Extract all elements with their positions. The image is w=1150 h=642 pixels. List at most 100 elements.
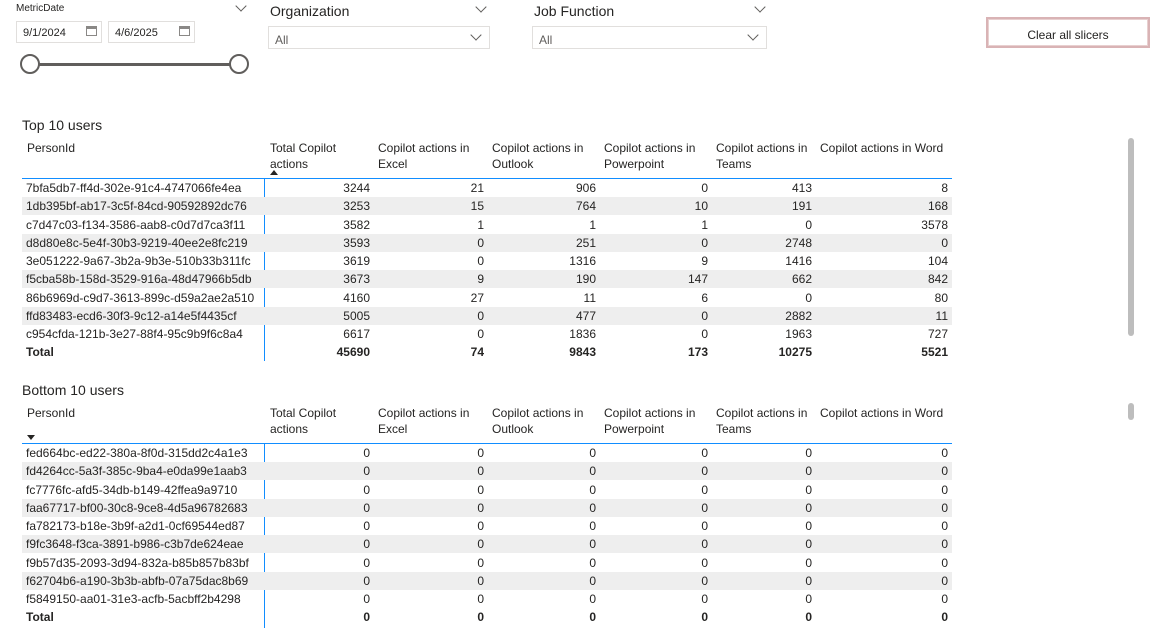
date-range-end-handle[interactable] <box>229 54 249 74</box>
organization-dropdown[interactable]: All <box>268 26 490 49</box>
cell-total-copilot-actions: 6617 <box>343 327 370 341</box>
cell-teams: 0 <box>805 500 812 515</box>
cell-outlook: 11 <box>583 290 596 305</box>
date-range-start-handle[interactable] <box>20 54 40 74</box>
cell-word: 0 <box>941 592 948 606</box>
column-header-powerpoint[interactable]: Copilot actions in Powerpoint <box>604 141 696 171</box>
total-powerpoint: 0 <box>701 610 708 625</box>
table-row[interactable]: f9fc3648-f3ca-3891-b986-c3b7de624eae 0 0 0 0… <box>22 535 952 554</box>
table-row[interactable]: 86b6969d-c9d7-3613-899c-d59a2ae2a510 4160… <box>22 289 952 307</box>
organization-slicer-title: Organization <box>270 3 350 19</box>
total-word: 0 <box>941 610 948 625</box>
column-header-excel[interactable]: Copilot actions in Excel <box>378 406 470 436</box>
sort-ascending-icon[interactable] <box>270 170 278 175</box>
job-function-dropdown[interactable]: All <box>532 26 767 49</box>
table-row[interactable]: f5cba58b-158d-3529-916a-48d47966b5db 3673… <box>22 270 952 289</box>
chevron-down-icon[interactable] <box>747 29 759 41</box>
total-excel: 74 <box>470 345 484 360</box>
cell-word: 0 <box>941 446 948 460</box>
column-header-outlook[interactable]: Copilot actions in Outlook <box>492 141 584 171</box>
cell-powerpoint: 0 <box>701 592 708 606</box>
table-row[interactable]: fa782173-b18e-3b9f-a2d1-0cf69544ed87 0 0 0 0… <box>22 517 952 535</box>
cell-total-copilot-actions: 0 <box>363 573 370 588</box>
cell-personid: 86b6969d-c9d7-3613-899c-d59a2ae2a510 <box>26 290 255 305</box>
column-header-word[interactable]: Copilot actions in Word <box>820 406 944 420</box>
metricdate-chevron-down-icon[interactable] <box>235 0 247 12</box>
table-row[interactable]: ffd83483-ecd6-30f3-9c12-a14e5f4435cf 5005… <box>22 306 952 325</box>
calendar-icon[interactable] <box>179 26 190 36</box>
cell-total-copilot-actions: 3619 <box>343 254 370 268</box>
cell-word: 104 <box>927 254 948 268</box>
cell-total-copilot-actions: 3582 <box>343 217 370 232</box>
table-row[interactable]: fc7776fc-afd5-34db-b149-42ffea9a9710 0 0 0 0… <box>22 481 952 499</box>
table-row[interactable]: f9b57d35-2093-3d94-832a-b85b857b83bf 0 0 0 0… <box>22 554 952 572</box>
cell-outlook: 906 <box>575 181 596 195</box>
cell-personid: fa782173-b18e-3b9f-a2d1-0cf69544ed87 <box>26 519 245 533</box>
cell-word: 11 <box>935 308 948 323</box>
top-table-scrollbar[interactable] <box>1128 138 1134 336</box>
table-row[interactable]: fed664bc-ed22-380a-8f0d-315dd2c4a1e3 0 0 0 0… <box>22 444 952 462</box>
calendar-icon[interactable] <box>86 26 97 36</box>
cell-teams: 2882 <box>785 308 812 323</box>
cell-powerpoint: 6 <box>701 290 708 305</box>
job-function-header-chevron-icon[interactable] <box>754 1 766 13</box>
column-header-word[interactable]: Copilot actions in Word <box>820 141 944 155</box>
end-date-input[interactable]: 4/6/2025 <box>108 21 195 43</box>
column-header-powerpoint[interactable]: Copilot actions in Powerpoint <box>604 406 696 436</box>
cell-teams: 662 <box>791 272 812 287</box>
cell-powerpoint: 0 <box>701 181 708 195</box>
cell-personid: fed664bc-ed22-380a-8f0d-315dd2c4a1e3 <box>26 446 248 460</box>
chevron-down-icon[interactable] <box>470 29 482 41</box>
cell-excel: 0 <box>477 254 484 268</box>
cell-outlook: 0 <box>589 592 596 606</box>
column-header-personid[interactable]: PersonId <box>27 141 76 155</box>
cell-excel: 0 <box>477 500 484 515</box>
table-row[interactable]: f5849150-aa01-31e3-acfb-5acbff2b4298 0 0 0 0… <box>22 590 952 608</box>
table-row[interactable]: faa67717-bf00-30c8-9ce8-4d5a96782683 0 0 0 0… <box>22 498 952 517</box>
total-teams: 0 <box>805 610 812 625</box>
table-row[interactable]: d8d80e8c-5e4f-30b3-9219-40ee2e8fc219 3593… <box>22 233 952 252</box>
organization-header-chevron-icon[interactable] <box>475 1 487 13</box>
total-row: Total 45690 74 9843 173 10275 5521 <box>22 343 952 361</box>
cell-excel: 9 <box>477 272 484 287</box>
table-row[interactable]: 7bfa5db7-ff4d-302e-91c4-4747066fe4ea 3244… <box>22 179 952 197</box>
cell-excel: 1 <box>477 217 484 232</box>
cell-teams: 0 <box>805 555 812 570</box>
column-header-teams[interactable]: Copilot actions in Teams <box>716 406 808 436</box>
table-row[interactable]: c7d47c03-f134-3586-aab8-c0d7d7ca3f11 3582… <box>22 216 952 234</box>
column-header-outlook[interactable]: Copilot actions in Outlook <box>492 406 584 436</box>
table-row[interactable]: f62704b6-a190-3b3b-abfb-07a75dac8b69 0 0 0 0… <box>22 571 952 590</box>
cell-teams: 2748 <box>785 235 812 250</box>
cell-word: 0 <box>941 555 948 570</box>
column-header-total-copilot-actions[interactable]: Total Copilot actions <box>270 406 337 436</box>
cell-outlook: 0 <box>589 464 596 479</box>
table-row[interactable]: 1db395bf-ab17-3c5f-84cd-90592892dc76 3253… <box>22 197 952 216</box>
date-range-slider-track[interactable] <box>30 63 240 66</box>
table-row[interactable]: 3e051222-9a67-3b2a-9b3e-510b33b311fc 3619… <box>22 252 952 270</box>
table-row[interactable]: fd4264cc-5a3f-385c-9ba4-e0da99e1aab3 0 0 0 0… <box>22 462 952 481</box>
clear-all-slicers-button[interactable]: Clear all slicers <box>986 17 1150 48</box>
bottom-table-title: Bottom 10 users <box>22 382 124 398</box>
cell-personid: f9fc3648-f3ca-3891-b986-c3b7de624eae <box>26 537 244 552</box>
column-header-total-copilot-actions[interactable]: Total Copilot actions <box>270 141 337 171</box>
cell-total-copilot-actions: 0 <box>363 500 370 515</box>
cell-outlook: 0 <box>589 519 596 533</box>
cell-personid: fd4264cc-5a3f-385c-9ba4-e0da99e1aab3 <box>26 464 247 479</box>
total-teams: 10275 <box>778 345 812 360</box>
end-date-value: 4/6/2025 <box>115 27 158 39</box>
table-row[interactable]: c954cfda-121b-3e27-88f4-95c9b9f6c8a4 6617… <box>22 325 952 343</box>
cell-total-copilot-actions: 4160 <box>343 290 370 305</box>
cell-excel: 0 <box>477 464 484 479</box>
cell-personid: fc7776fc-afd5-34db-b149-42ffea9a9710 <box>26 482 238 497</box>
sort-descending-icon[interactable] <box>27 435 35 440</box>
column-header-teams[interactable]: Copilot actions in Teams <box>716 141 808 171</box>
start-date-value: 9/1/2024 <box>23 27 66 39</box>
organization-dropdown-value: All <box>275 33 289 47</box>
start-date-input[interactable]: 9/1/2024 <box>16 21 102 43</box>
column-header-personid[interactable]: PersonId <box>27 406 76 420</box>
bottom-table-scrollbar[interactable] <box>1128 403 1134 420</box>
cell-powerpoint: 147 <box>687 272 708 287</box>
column-header-excel[interactable]: Copilot actions in Excel <box>378 141 470 171</box>
cell-excel: 21 <box>470 181 484 195</box>
cell-outlook: 1316 <box>569 254 596 268</box>
